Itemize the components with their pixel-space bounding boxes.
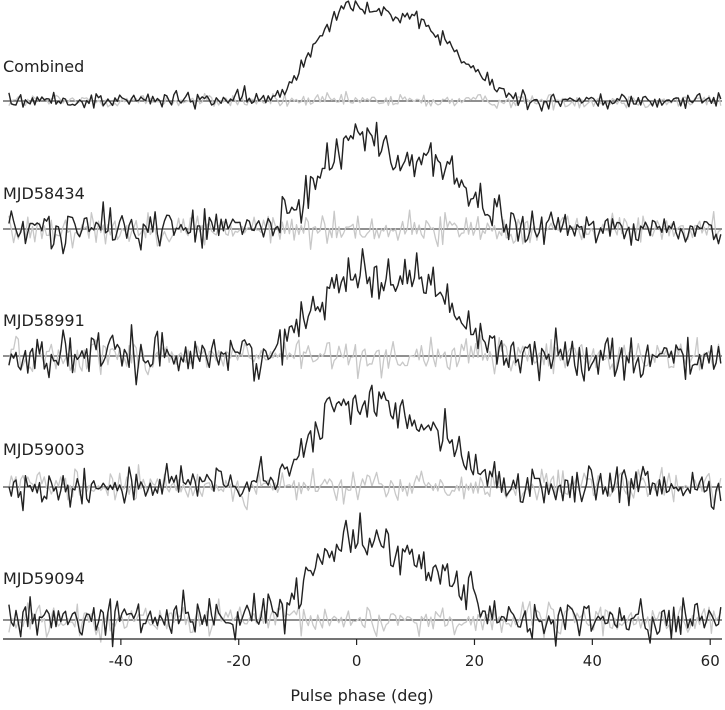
linear-polarization-line	[8, 598, 722, 643]
total-intensity-line	[8, 0, 722, 112]
x-tick-label: 40	[583, 652, 602, 670]
x-tick-label: 0	[352, 652, 362, 670]
total-intensity-line	[8, 384, 722, 512]
panel-3: MJD59003	[3, 384, 722, 512]
panels-group: Combined MJD58434 MJD58991 MJD59003 MJD59094	[3, 0, 722, 648]
total-intensity-line	[8, 512, 722, 648]
panel-0: Combined	[3, 0, 722, 112]
total-intensity-line	[8, 248, 722, 386]
x-tick-label: 60	[701, 652, 720, 670]
x-tick-label: 20	[465, 652, 484, 670]
panel-1: MJD58434	[3, 121, 722, 255]
x-axis: -40 -20 0 20 40 60 Pulse phase (deg)	[3, 638, 722, 705]
x-ticks: -40 -20 0 20 40 60	[109, 639, 720, 670]
panel-label: MJD58434	[3, 184, 85, 203]
x-tick-label: -40	[109, 652, 134, 670]
x-tick-label: -20	[226, 652, 251, 670]
panel-label: Combined	[3, 57, 84, 76]
panel-2: MJD58991	[3, 248, 722, 386]
x-axis-title: Pulse phase (deg)	[290, 686, 433, 705]
linear-polarization-line	[8, 209, 722, 250]
panel-label: MJD59003	[3, 440, 85, 459]
panel-label: MJD58991	[3, 311, 85, 330]
total-intensity-line	[8, 121, 722, 255]
panel-label: MJD59094	[3, 569, 85, 588]
panel-4: MJD59094	[3, 512, 722, 648]
